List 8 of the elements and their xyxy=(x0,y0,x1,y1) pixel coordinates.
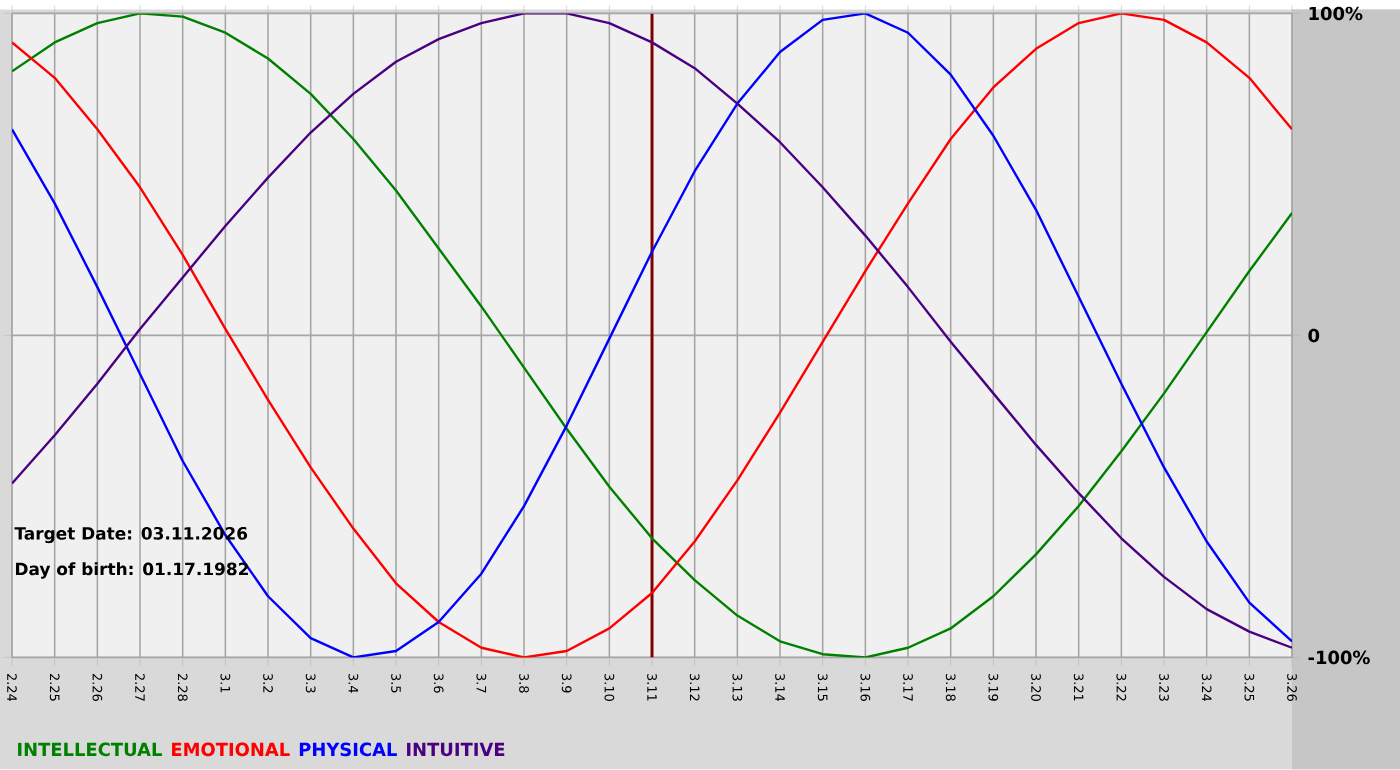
y-tick-label: 0 xyxy=(1308,328,1320,343)
text: EMOTIONAL xyxy=(172,742,290,757)
y-tick-label: 100% xyxy=(1309,6,1363,21)
text: INTUITIVE xyxy=(407,743,505,757)
y-tick-label: -100% xyxy=(1308,650,1370,665)
annotation: Day of birth: 01.17.1982 xyxy=(15,562,248,580)
text: INTELLECTUAL xyxy=(18,742,162,757)
text: PHYSICAL xyxy=(299,742,397,757)
